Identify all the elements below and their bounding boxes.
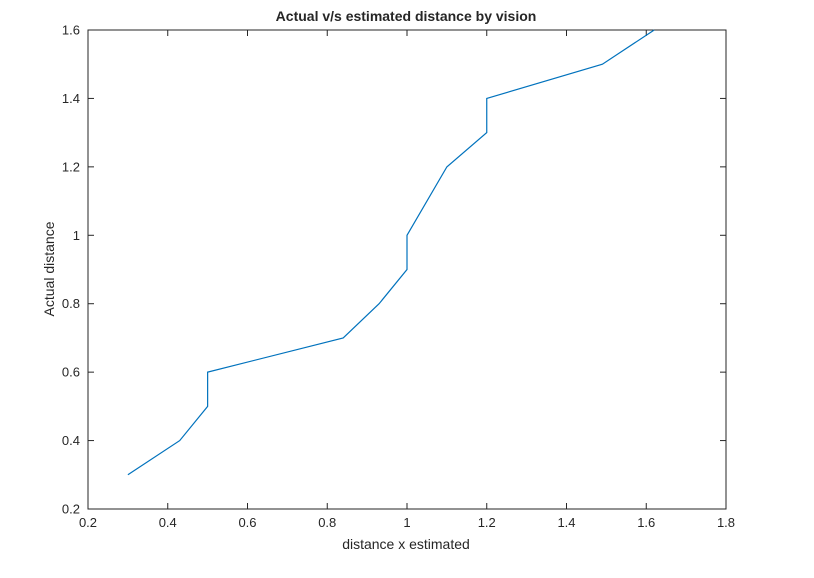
y-tick-label: 0.8 (62, 296, 80, 311)
y-tick-label: 1 (73, 228, 80, 243)
y-axis-label: Actual distance (41, 221, 57, 316)
x-tick-label: 0.6 (238, 515, 256, 530)
x-tick-label: 0.4 (159, 515, 177, 530)
series-line-1 (127, 29, 655, 476)
y-tick-label: 0.4 (62, 433, 80, 448)
x-tick-label: 1.2 (478, 515, 496, 530)
x-axis-label: distance x estimated (342, 536, 470, 552)
y-tick-label: 0.6 (62, 365, 80, 380)
y-tick-label: 1.6 (62, 23, 80, 38)
chart-title: Actual v/s estimated distance by vision (276, 8, 537, 24)
y-tick-label: 0.2 (62, 502, 80, 517)
x-tick-label: 1 (403, 515, 410, 530)
series-layer (127, 29, 655, 476)
x-tick-label: 1.8 (717, 515, 735, 530)
x-tick-label: 0.8 (318, 515, 336, 530)
y-tick-label: 1.2 (62, 159, 80, 174)
x-tick-label: 1.6 (637, 515, 655, 530)
x-tick-label: 1.4 (557, 515, 575, 530)
x-tick-label: 0.2 (79, 515, 97, 530)
y-tick-label: 1.4 (62, 91, 80, 106)
y-axis-ticks: 0.2 0.4 0.6 0.8 1 1.2 1.4 1.6 (62, 23, 726, 517)
x-axis-ticks: 0.2 0.4 0.6 0.8 1 1.2 1.4 1.6 1.8 (79, 30, 735, 530)
